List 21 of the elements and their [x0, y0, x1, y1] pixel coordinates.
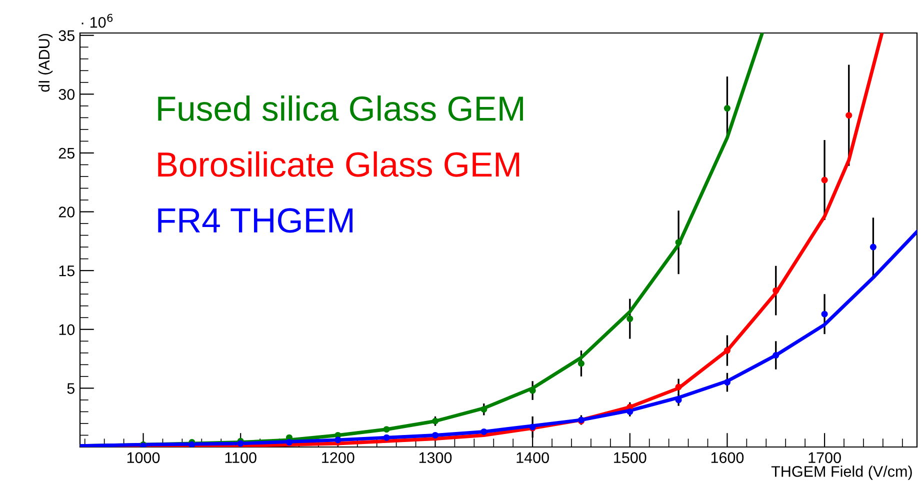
- y-tick-label: 15: [59, 266, 74, 276]
- x-tick-label: 1100: [225, 452, 256, 464]
- text: Borosilicate Glass GEM: [158, 151, 520, 177]
- text: FR4 THGEM: [158, 208, 352, 233]
- y-tick-label: 5: [67, 383, 74, 394]
- x-tick-label: 1200: [322, 452, 354, 464]
- x-tick-label: 1600: [711, 452, 744, 464]
- x-tick-label: 1400: [516, 452, 549, 464]
- y-tick-label: 10: [59, 324, 75, 336]
- text: Fused silica Glass GEM: [158, 95, 523, 121]
- text: · 10$^{6}$: [82, 14, 113, 28]
- y-tick-label: 25: [58, 148, 74, 159]
- x-tick-label: 1500: [614, 452, 646, 464]
- x-axis-title: THGEM Field (V/cm): [771, 466, 912, 480]
- y-axis-title: dI (ADU): [38, 34, 53, 92]
- y-tick-label: 30: [58, 89, 75, 100]
- y-tick-label: 20: [58, 206, 75, 218]
- y-tick-label: 35: [58, 30, 74, 42]
- x-tick-label: 1000: [127, 452, 160, 464]
- x-tick-label: 1700: [808, 452, 841, 464]
- x-tick-label: 1300: [419, 452, 452, 464]
